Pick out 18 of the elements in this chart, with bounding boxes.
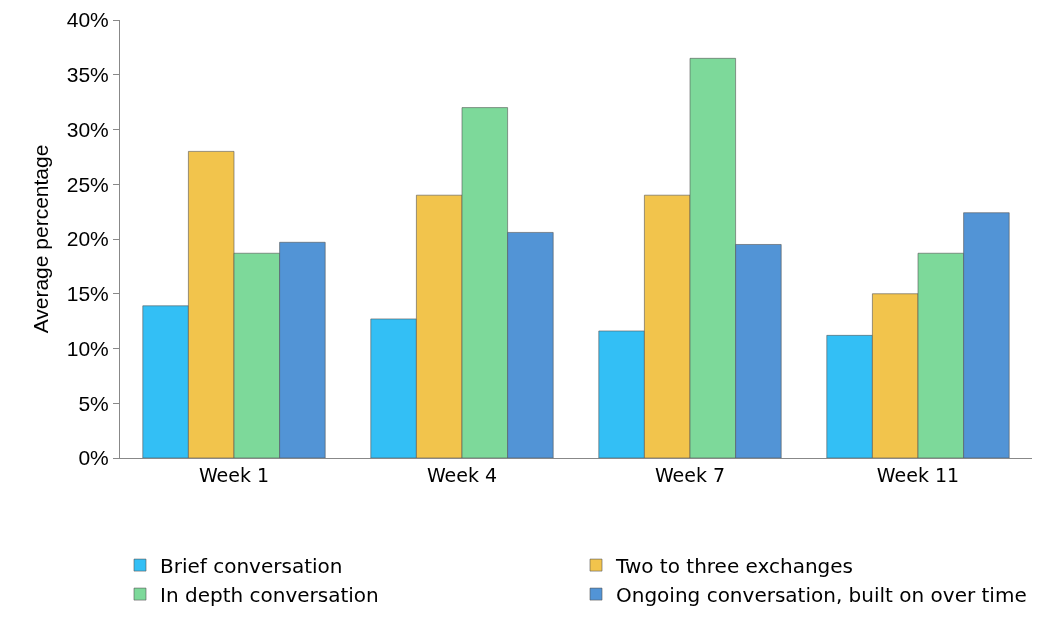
y-tick-label: 40% (66, 8, 109, 32)
y-tick-label: 35% (66, 63, 109, 87)
legend-label: Ongoing conversation, built on over time (616, 582, 1027, 607)
x-tick-label: Week 1 (198, 463, 270, 486)
legend-label: Brief conversation (160, 553, 343, 578)
x-tick-label: Week 4 (426, 463, 498, 486)
y-tick-label: 25% (66, 172, 109, 196)
y-tick-label: 15% (66, 282, 109, 306)
x-tick-label: Week 7 (654, 463, 726, 486)
legend-label: Two to three exchanges (615, 553, 854, 578)
y-tick-label: 30% (66, 117, 109, 141)
y-tick-label: 0% (78, 446, 109, 470)
legend-label: In depth conversation (160, 582, 379, 607)
y-tick-label: 20% (66, 227, 109, 251)
x-tick-label: Week 11 (876, 463, 960, 486)
y-axis-title: Average percentage (28, 144, 52, 334)
y-tick-label: 10% (66, 336, 109, 360)
y-tick-label: 5% (78, 391, 109, 415)
